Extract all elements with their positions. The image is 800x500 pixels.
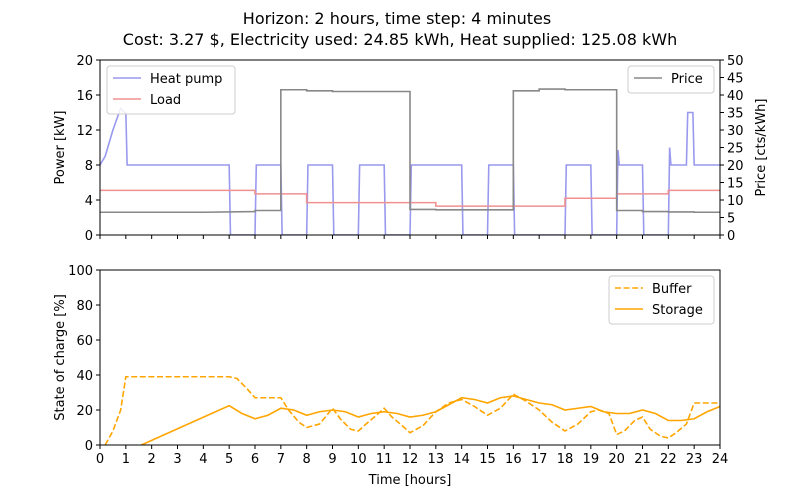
series-line-storage — [141, 395, 720, 445]
x-tick-label: 21 — [634, 452, 651, 467]
x-tick-label: 10 — [350, 452, 367, 467]
series-group — [100, 88, 720, 235]
y-tick-label: 12 — [76, 124, 93, 139]
y-tick-label: 16 — [76, 89, 93, 104]
x-tick-label: 15 — [479, 452, 496, 467]
y2-tick-label: 30 — [727, 124, 744, 139]
x-tick-label: 12 — [402, 452, 419, 467]
x-tick-label: 6 — [251, 452, 259, 467]
x-axis-label: Time [hours] — [368, 473, 452, 488]
y-tick-label: 40 — [76, 369, 93, 384]
title-line-2: Cost: 3.27 $, Electricity used: 24.85 kW… — [123, 30, 677, 49]
series-line-heat-pump — [100, 106, 720, 235]
power-price-chart: 0 4 8 12 16 20 0 5 10 15 20 25 30 35 40 45 50 Power [kW] P… — [53, 54, 769, 244]
x-tick-label: 4 — [199, 452, 207, 467]
legend-box — [627, 65, 715, 94]
x-tick-label: 5 — [225, 452, 233, 467]
y-tick-label: 20 — [76, 404, 93, 419]
x-tick-label: 13 — [428, 452, 445, 467]
x-tick-label: 1 — [122, 452, 130, 467]
y2-tick-label: 25 — [727, 142, 744, 157]
legend-right: Buffer Storage — [608, 275, 715, 325]
x-tick-label: 8 — [303, 452, 311, 467]
y2-tick-label: 40 — [727, 89, 744, 104]
y2-tick-label: 10 — [727, 194, 744, 209]
x-tick-label: 14 — [453, 452, 470, 467]
y-tick-label: 80 — [76, 299, 93, 314]
title-line-1: Horizon: 2 hours, time step: 4 minutes — [243, 9, 551, 28]
y2-tick-label: 20 — [727, 159, 744, 174]
x-tick-label: 19 — [583, 452, 600, 467]
legend-entry: Heat pump — [150, 72, 222, 87]
y-tick-label: 100 — [68, 264, 93, 279]
x-tick-label: 18 — [557, 452, 574, 467]
y2-tick-label: 45 — [727, 72, 744, 87]
legend-entry: Storage — [652, 303, 703, 318]
legend-left: Heat pump Load — [106, 65, 236, 115]
legend-entry: Buffer — [652, 282, 692, 297]
y-tick-label: 60 — [76, 334, 93, 349]
legend-entry: Price — [671, 72, 703, 87]
x-tick-label: 20 — [608, 452, 625, 467]
y2-axis-label: Price [cts/kWh] — [754, 98, 769, 196]
legend-entry: Load — [150, 93, 181, 108]
y-tick-label: 0 — [85, 439, 93, 454]
y2-tick-label: 35 — [727, 107, 744, 122]
series-line-price — [100, 88, 720, 214]
y-tick-label: 8 — [85, 159, 93, 174]
x-tick-label: 0 — [96, 452, 104, 467]
state-of-charge-chart: 0 1 2 3 4 5 6 7 8 9 10 11 12 13 14 15 16 17 18 19 20 21 22 23 24… — [53, 264, 728, 488]
y2-tick-label: 0 — [727, 229, 735, 244]
y-axis-label: Power [kW] — [53, 111, 68, 185]
series-line-buffer — [104, 375, 720, 445]
x-tick-label: 24 — [712, 452, 729, 467]
x-tick-label: 7 — [277, 452, 285, 467]
y2-tick-label: 50 — [727, 54, 744, 69]
y-tick-label: 0 — [85, 229, 93, 244]
x-tick-label: 16 — [505, 452, 522, 467]
x-tick-label: 17 — [531, 452, 548, 467]
y-tick-label: 20 — [76, 54, 93, 69]
x-tick-label: 22 — [660, 452, 677, 467]
x-tick-label: 2 — [148, 452, 156, 467]
y2-tick-label: 15 — [727, 177, 744, 192]
y2-tick-label: 5 — [727, 212, 735, 227]
legend-right: Price — [627, 65, 715, 94]
x-tick-label: 3 — [173, 452, 181, 467]
x-tick-label: 9 — [328, 452, 336, 467]
series-group — [104, 375, 720, 445]
y-axis-label: State of charge [%] — [53, 294, 68, 421]
x-tick-label: 23 — [686, 452, 703, 467]
y-tick-label: 4 — [85, 194, 93, 209]
x-tick-label: 11 — [376, 452, 393, 467]
